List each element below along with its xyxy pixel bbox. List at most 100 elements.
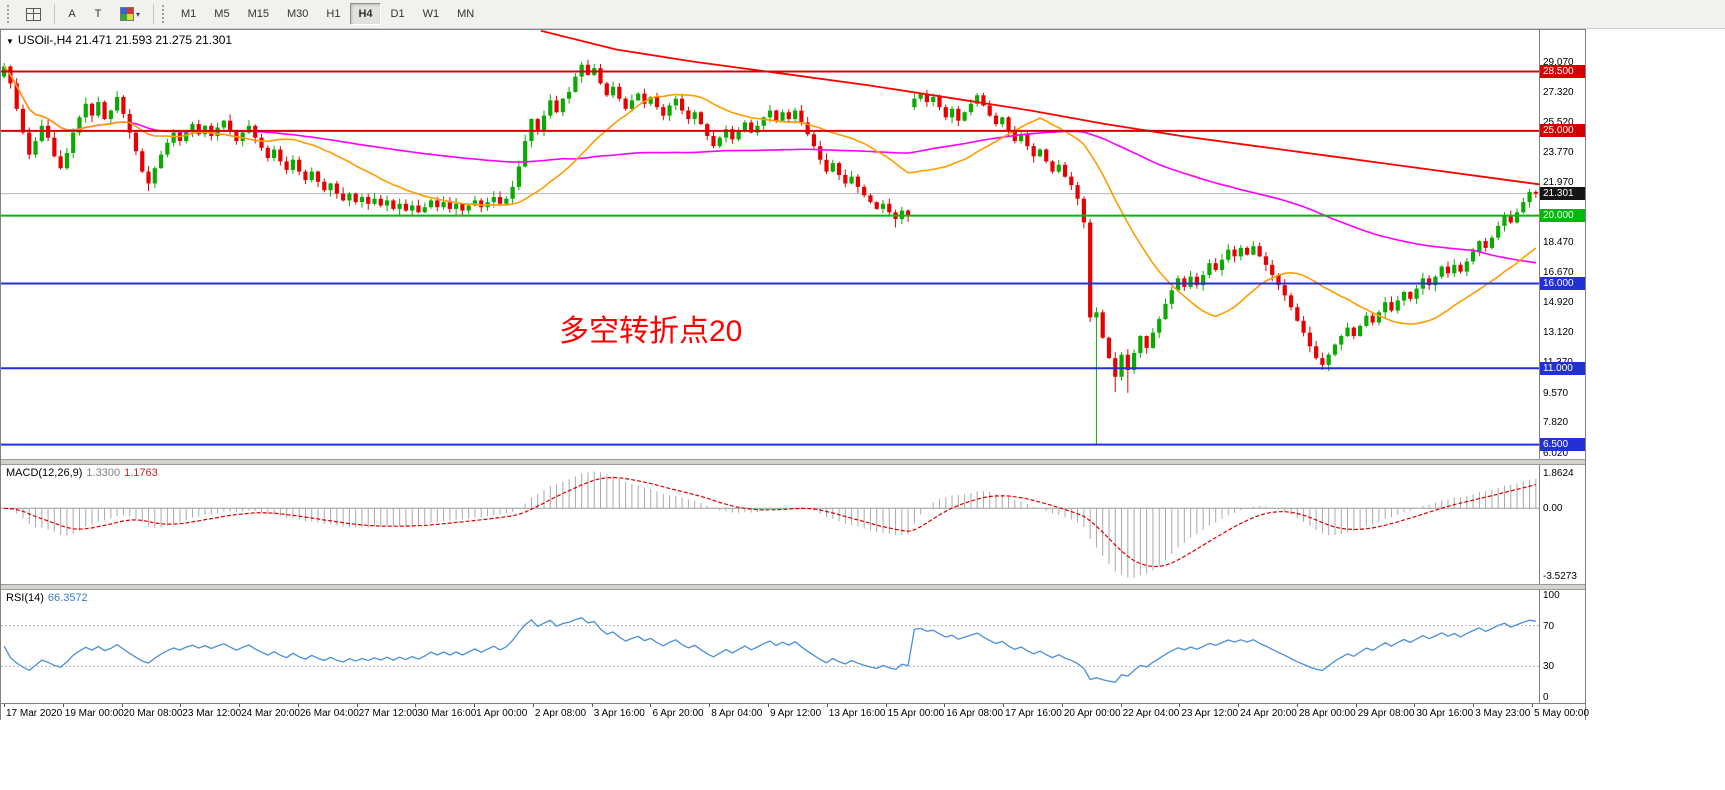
rsi-name: RSI(14) [6,592,44,604]
time-label: 20 Mar 08:00 [123,708,183,719]
price-tag: 16.000 [1540,277,1585,290]
chart-title: ▼ USOil-,H4 21.471 21.593 21.275 21.301 [6,33,232,47]
symbol-period-label: USOil-,H4 [17,33,72,47]
price-tick-label: 9.570 [1543,387,1569,399]
time-tick [1473,704,1475,707]
toolbar: A T ▾ M1 M5 M15 M30 H1 H4 D1 W1 MN [0,0,1725,29]
text-tool-button[interactable]: T [86,3,110,25]
time-tick [650,704,652,707]
macd-panel: 1.8624 0.00 -3.5273 MACD(12,26,9) 1.3300 1.1… [1,465,1585,584]
chart-window: 29.070 27.320 25.520 23.770 21.970 18.470 16.6… [0,29,1589,720]
price-tick-label: 27.320 [1543,86,1574,98]
rsi-axis-label: 30 [1543,661,1555,673]
time-tick [591,704,593,707]
chevron-down-icon: ▾ [136,9,141,19]
time-label: 15 Apr 00:00 [887,708,945,719]
grid-icon[interactable] [18,3,49,25]
rsi-panel: 100 70 30 0 RSI(14) 66.3572 [1,590,1585,703]
time-tick [1238,704,1240,707]
price-tick-label: 23.770 [1543,146,1574,158]
macd-indicator-chart[interactable] [1,465,1539,584]
time-tick [62,704,64,707]
time-label: 30 Apr 16:00 [1416,708,1474,719]
price-tick-label: 7.820 [1543,417,1569,429]
time-label: 16 Apr 08:00 [946,708,1004,719]
rsi-line [3,616,1537,684]
slow-ma-line [540,30,1539,186]
price-tick-label: 6.020 [1543,447,1569,459]
timeframe-toolbar: M1 M5 M15 M30 H1 H4 D1 W1 MN [172,3,483,25]
time-label: 13 Apr 16:00 [828,708,886,719]
timeframe-h1[interactable]: H1 [318,3,348,25]
price-tick-label: 25.520 [1543,117,1574,129]
toolbar-drag-handle[interactable] [7,5,13,23]
ohlc-readout: 21.471 21.593 21.275 21.301 [75,33,233,47]
panel-splitter[interactable] [1,584,1585,590]
candlestick-chart[interactable] [1,30,1539,459]
time-tick [4,704,5,707]
toolbar-separator [54,4,55,24]
timeframe-w1[interactable]: W1 [415,3,448,25]
time-tick [356,704,358,707]
time-label: 3 Apr 16:00 [593,708,645,719]
price-tick-label: 29.070 [1543,56,1574,68]
price-tick-label: 14.920 [1543,296,1574,308]
price-tag: 6.500 [1540,438,1585,452]
panel-splitter[interactable] [1,459,1585,465]
collapse-arrow-icon[interactable]: ▼ [6,37,14,46]
macd-signal-line [4,476,1537,568]
rsi-indicator-chart[interactable] [1,590,1539,703]
time-tick [474,704,476,707]
toolbar-drag-handle[interactable] [162,5,168,23]
time-label: 20 Apr 00:00 [1063,708,1121,719]
macd-axis-min: -3.5273 [1543,571,1577,582]
time-tick [1296,704,1298,707]
timeframe-mn[interactable]: MN [449,3,482,25]
time-label: 24 Mar 20:00 [241,708,300,719]
time-tick [1061,704,1063,707]
time-tick [297,704,299,707]
time-tick [1003,704,1005,707]
price-tag: 28.500 [1540,65,1585,79]
macd-signal-value: 1.1763 [124,467,158,479]
time-tick [826,704,828,707]
timeframe-h4[interactable]: H4 [350,3,381,25]
time-label: 29 Apr 08:00 [1357,708,1415,719]
timeframe-m30[interactable]: M30 [279,3,316,25]
time-label: 1 Apr 00:00 [476,708,528,719]
timeframe-m5[interactable]: M5 [206,3,237,25]
macd-name: MACD(12,26,9) [6,467,83,479]
time-label: 23 Apr 12:00 [1181,708,1239,719]
price-tick-label: 18.470 [1543,236,1574,248]
macd-axis[interactable]: 1.8624 0.00 -3.5273 [1539,465,1585,584]
rsi-axis[interactable]: 100 70 30 0 [1539,590,1585,703]
price-tick-label: 16.670 [1543,267,1574,279]
price-tag: 20.000 [1540,209,1585,223]
price-tag: 25.000 [1540,124,1585,138]
time-label: 3 May 23:00 [1475,708,1531,719]
time-label: 17 Apr 16:00 [1005,708,1062,719]
main-chart-panel: 29.070 27.320 25.520 23.770 21.970 18.470 16.6… [1,30,1585,459]
time-label: 23 Mar 12:00 [182,708,242,719]
price-tag: 11.000 [1540,361,1585,375]
time-label: 19 Mar 00:00 [64,708,124,719]
colors-button[interactable]: ▾ [112,3,148,25]
time-label: 17 Mar 2020 [6,708,63,719]
time-tick [532,704,534,707]
rsi-label: RSI(14) 66.3572 [6,592,88,604]
ma-90-line [3,66,1537,264]
timeframe-m15[interactable]: M15 [240,3,277,25]
price-axis[interactable]: 29.070 27.320 25.520 23.770 21.970 18.470 16.6… [1539,30,1585,459]
time-label: 30 Mar 16:00 [417,708,477,719]
timeframe-m1[interactable]: M1 [173,3,204,25]
time-axis[interactable]: 17 Mar 2020 19 Mar 00:00 20 Mar 08:00 23 Ma… [1,703,1589,720]
timeframe-d1[interactable]: D1 [383,3,413,25]
time-tick [415,704,417,707]
time-tick [1355,704,1357,707]
time-label: 9 Apr 12:00 [770,708,822,719]
time-label: 8 Apr 04:00 [711,708,763,719]
text-label-button[interactable]: A [60,3,84,25]
macd-axis-max: 1.8624 [1543,468,1574,479]
time-tick [1120,704,1122,707]
rsi-value: 66.3572 [47,592,88,604]
